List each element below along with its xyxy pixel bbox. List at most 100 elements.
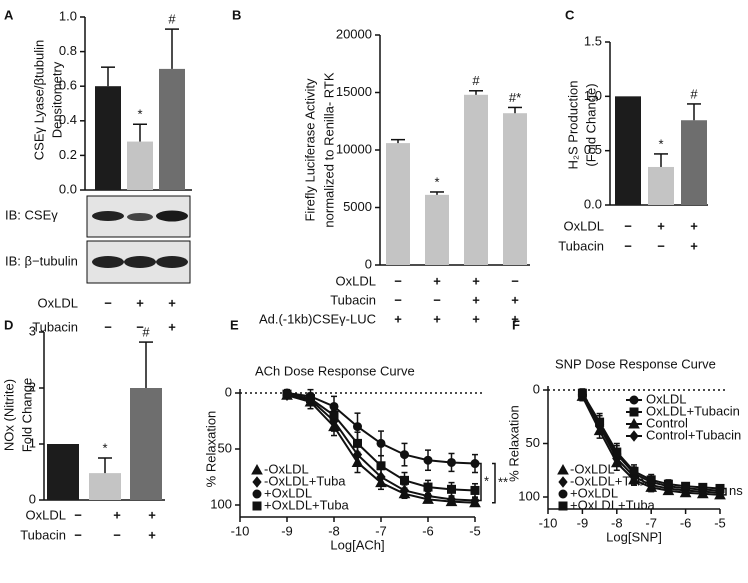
y-tick-label: 0 — [225, 384, 232, 399]
panel-letter: A — [4, 7, 14, 22]
marker — [629, 430, 639, 442]
legend-label: -OxLDL — [570, 461, 615, 476]
blot-label: IB: β−tubulin — [5, 253, 78, 268]
bar — [648, 166, 674, 205]
panel-letter: B — [232, 7, 241, 22]
annotation: # — [168, 12, 176, 27]
legend-label: -OxLDL — [264, 461, 309, 476]
condition-mark: + — [394, 311, 402, 326]
y-tick-label: 0.0 — [584, 196, 602, 211]
marker — [698, 482, 708, 492]
annotation: #* — [509, 90, 521, 105]
condition-mark: − — [394, 292, 402, 307]
legend-label: Control — [646, 415, 688, 430]
x-tick-label: -7 — [645, 515, 657, 530]
y-tick-label: 50 — [526, 435, 540, 450]
condition-label: Tubacin — [20, 527, 66, 542]
marker — [282, 389, 292, 399]
y-tick-label: 100 — [518, 488, 540, 503]
bracket — [723, 487, 727, 496]
annotation: # — [472, 73, 480, 88]
marker — [577, 388, 587, 398]
y-axis-label: Densitometry — [49, 61, 64, 138]
chart-title: ACh Dose Response Curve — [255, 363, 415, 378]
condition-mark: − — [113, 527, 121, 542]
x-axis-label: Log[SNP] — [606, 529, 662, 544]
condition-label: OxLDL — [564, 218, 604, 233]
y-axis-label: % Relaxation — [203, 411, 218, 488]
annotation: * — [658, 136, 663, 151]
y-tick-label: 0.4 — [59, 112, 77, 127]
y-tick-label: 20000 — [336, 26, 372, 41]
y-tick-label: 0.0 — [59, 181, 77, 196]
condition-mark: − — [104, 295, 112, 310]
panel-letter: F — [512, 317, 520, 332]
annotation: * — [102, 440, 107, 455]
condition-mark: + — [168, 319, 176, 334]
y-axis-label: NOx (Nitrite) — [1, 379, 16, 451]
band — [124, 256, 156, 268]
y-tick-label: 15000 — [336, 84, 372, 99]
bracket-label: * — [484, 473, 489, 488]
condition-mark: − — [624, 218, 632, 233]
x-tick-label: -8 — [611, 515, 623, 530]
y-tick-label: 0.6 — [59, 78, 77, 93]
condition-mark: + — [511, 292, 519, 307]
y-axis-label: Fold Change — [19, 378, 34, 452]
y-axis-label: CSEγ Lyase/βtubulin — [31, 40, 46, 160]
y-tick-label: 0.8 — [59, 43, 77, 58]
marker — [353, 438, 362, 448]
condition-mark: − — [624, 238, 632, 253]
condition-mark: + — [433, 311, 441, 326]
condition-mark: − — [657, 238, 665, 253]
y-tick-label: 2 — [29, 379, 36, 394]
condition-label: Tubacin — [330, 292, 376, 307]
bracket — [478, 462, 482, 502]
marker — [423, 482, 433, 492]
condition-mark: + — [657, 218, 665, 233]
x-tick-label: -6 — [422, 523, 434, 538]
condition-label: Tubacin — [558, 238, 604, 253]
y-tick-label: 0 — [29, 491, 36, 506]
marker — [376, 461, 386, 471]
legend-label: -OxLDL+Tuba — [264, 473, 346, 488]
condition-mark: − — [433, 292, 441, 307]
band — [156, 210, 188, 222]
blot-images — [86, 195, 191, 284]
y-axis-label: (Fold Change) — [583, 83, 598, 166]
y-tick-label: 0.5 — [584, 142, 602, 157]
panel-letter: E — [230, 317, 239, 332]
condition-mark: + — [136, 295, 144, 310]
condition-label: OxLDL — [336, 273, 376, 288]
marker — [629, 395, 639, 405]
condition-label: Ad.(-1kb)CSEγ-LUC — [259, 311, 376, 326]
bar — [464, 94, 488, 265]
y-tick-label: 3 — [29, 323, 36, 338]
bar — [503, 113, 527, 265]
marker — [629, 466, 639, 476]
x-tick-label: -10 — [539, 515, 558, 530]
band — [127, 213, 153, 221]
condition-mark: − — [104, 319, 112, 334]
y-tick-label: 5000 — [343, 199, 372, 214]
x-tick-label: -9 — [281, 523, 293, 538]
bar — [95, 86, 121, 190]
marker — [612, 447, 622, 457]
x-axis-label: Log[ACh] — [330, 537, 384, 552]
band — [92, 256, 124, 268]
annotation: * — [434, 174, 439, 189]
marker — [423, 455, 433, 465]
annotation: # — [142, 325, 150, 340]
legend-label: Control+Tubacin — [646, 427, 741, 442]
x-tick-label: -5 — [469, 523, 481, 538]
annotation: * — [137, 107, 142, 122]
marker — [446, 493, 457, 506]
annotation: # — [690, 86, 698, 101]
bar — [425, 194, 449, 265]
legend-label: +OxLDL — [264, 485, 312, 500]
marker — [558, 501, 568, 511]
condition-label: Tubacin — [32, 319, 78, 334]
marker — [252, 489, 262, 499]
y-axis-label: Firefly Luciferase Activity — [302, 78, 317, 222]
